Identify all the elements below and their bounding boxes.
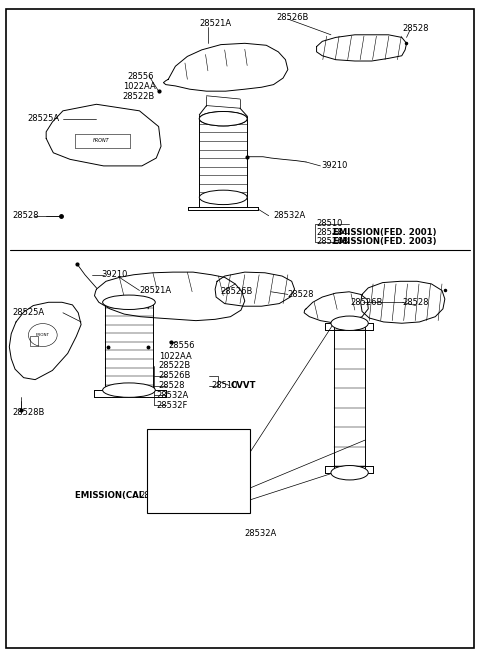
Text: 28526B: 28526B (221, 287, 253, 296)
Text: CVVT: CVVT (230, 381, 256, 390)
Text: 28528: 28528 (403, 298, 429, 307)
Ellipse shape (199, 112, 247, 126)
Text: 28526B: 28526B (158, 371, 191, 380)
Text: 28532A: 28532A (274, 212, 306, 220)
Text: 39210: 39210 (101, 270, 128, 279)
Text: 28521A: 28521A (140, 286, 172, 295)
Text: 1022AA: 1022AA (158, 351, 192, 361)
Text: 28528: 28528 (12, 212, 39, 220)
Text: 28526B: 28526B (167, 452, 200, 461)
Text: 39210: 39210 (322, 162, 348, 170)
Text: EMISSION(FED. 2001): EMISSION(FED. 2001) (333, 228, 437, 237)
Ellipse shape (103, 383, 156, 397)
Text: EMISSION(CAL. 2003): EMISSION(CAL. 2003) (75, 491, 178, 500)
Text: 28510: 28510 (211, 381, 238, 390)
Text: 28532A: 28532A (245, 528, 277, 537)
Ellipse shape (103, 295, 156, 309)
Text: EMISSION(FED. 2003): EMISSION(FED. 2003) (333, 237, 437, 246)
Ellipse shape (199, 190, 247, 204)
Ellipse shape (331, 466, 368, 480)
Bar (147, 430, 250, 513)
Text: 28525A: 28525A (27, 114, 59, 124)
Text: 28528B: 28528B (12, 408, 45, 417)
Text: 28525A: 28525A (12, 308, 45, 317)
Ellipse shape (199, 112, 247, 126)
Text: 28526B: 28526B (276, 12, 308, 22)
Text: 28510: 28510 (140, 491, 166, 500)
Ellipse shape (28, 324, 57, 346)
Text: 28528: 28528 (167, 442, 194, 451)
Text: 28532A: 28532A (156, 391, 189, 400)
Text: 28528: 28528 (288, 290, 314, 299)
Text: 28528: 28528 (158, 381, 185, 390)
Text: 28532F: 28532F (156, 401, 188, 410)
Bar (30, 336, 38, 346)
Text: FRONT: FRONT (93, 139, 109, 143)
Ellipse shape (331, 316, 368, 330)
Text: 28528: 28528 (317, 228, 343, 237)
Text: 28528: 28528 (403, 24, 429, 33)
Text: 28526B: 28526B (317, 237, 349, 246)
Text: 1022AA: 1022AA (123, 82, 156, 91)
Text: 28556: 28556 (168, 341, 195, 350)
Text: 28522B: 28522B (123, 92, 155, 101)
Text: 28556: 28556 (128, 72, 154, 81)
Text: 28521A: 28521A (199, 19, 231, 28)
Text: 28522B: 28522B (158, 361, 191, 371)
Text: 28510: 28510 (317, 219, 343, 228)
Text: FRONT: FRONT (36, 333, 50, 337)
Text: 28526B: 28526B (350, 298, 383, 307)
